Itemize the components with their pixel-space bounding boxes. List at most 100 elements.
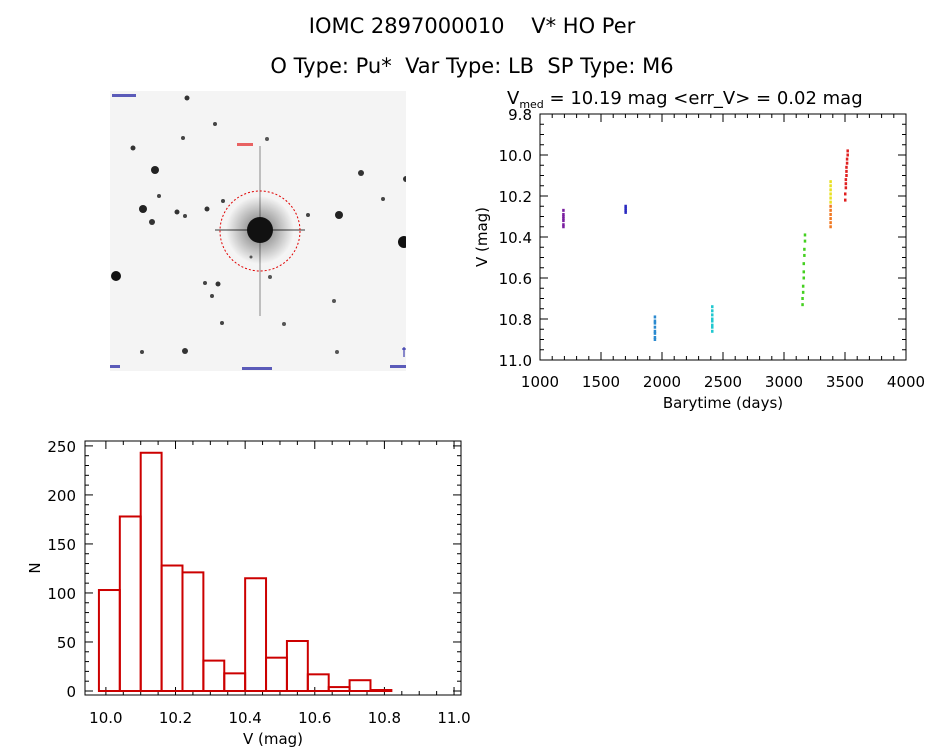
lc-data-point <box>845 161 849 165</box>
target-star <box>247 217 273 243</box>
lc-data-point <box>846 149 849 153</box>
hist-bar <box>118 515 142 692</box>
lc-data-point <box>845 174 848 177</box>
lc-data-point <box>802 262 806 266</box>
lc-data-point <box>829 217 832 221</box>
lc-y-tick-label: 10.6 <box>499 270 532 288</box>
chart-title-line1: IOMC 2897000010 V* HO Per <box>308 14 636 38</box>
hist-bar <box>369 689 393 693</box>
lc-data-point <box>803 233 807 237</box>
hist-bar <box>181 571 205 693</box>
lc-data-point <box>624 204 627 208</box>
target-circle <box>219 190 301 272</box>
lc-data-point <box>653 325 657 329</box>
hist-bar <box>285 640 309 692</box>
lc-data-point <box>801 284 805 288</box>
hist-y-tick-label: 200 <box>47 487 76 505</box>
hist-y-tick-label: 0 <box>66 683 76 701</box>
hist-x-tick-label: 10.2 <box>159 709 192 727</box>
lc-data-point <box>829 200 832 204</box>
lc-data-point <box>844 182 848 186</box>
hist-x-tick-label: 10.0 <box>89 709 122 727</box>
lc-x-tick-label: 2500 <box>704 373 742 391</box>
lc-y-axis-label: V (mag) <box>473 207 491 267</box>
hist-x-axis-label: V (mag) <box>243 730 303 747</box>
hist-x-tick-label: 10.8 <box>368 709 401 727</box>
hist-bar <box>139 451 163 692</box>
lc-data-point <box>562 225 565 229</box>
lc-data-point <box>711 309 714 313</box>
lc-data-point <box>624 206 627 210</box>
lc-x-tick-label: 3500 <box>826 373 864 391</box>
hist-y-tick-label: 100 <box>47 585 76 603</box>
finder-chart-stars <box>110 91 406 371</box>
hist-y-tick-label: 150 <box>47 536 76 554</box>
lc-data-point <box>562 223 565 227</box>
lc-data-point <box>562 212 565 216</box>
lc-data-point <box>829 221 832 225</box>
hist-x-tick-label: 10.4 <box>228 709 261 727</box>
lc-data-point <box>846 153 849 157</box>
lc-data-point <box>653 321 657 325</box>
hist-y-axis-label: N <box>26 562 44 573</box>
lc-data-point <box>802 270 806 274</box>
finder-chart-image <box>110 91 406 371</box>
hist-bar <box>244 577 268 692</box>
lc-data-point <box>845 157 849 161</box>
lc-data-point <box>624 208 627 212</box>
lc-data-point <box>829 192 832 196</box>
lc-data-point <box>802 276 806 280</box>
lc-data-point <box>829 212 832 216</box>
lc-data-point <box>562 219 565 223</box>
lc-x-axis-label: Barytime (days) <box>663 394 783 412</box>
hist-y-tick-label: 250 <box>47 438 76 456</box>
chart-title-line2: O Type: Pu* Var Type: LB SP Type: M6 <box>270 54 674 78</box>
hist-x-tick-label: 11.0 <box>437 709 470 727</box>
lc-data-point <box>803 247 806 251</box>
hist-bar <box>327 686 351 692</box>
lc-data-point <box>829 208 832 212</box>
lc-x-tick-label: 4000 <box>887 373 925 391</box>
lc-data-point <box>624 210 627 214</box>
hist-bar <box>348 679 372 693</box>
hist-bar <box>202 659 226 693</box>
lc-data-point <box>653 319 657 323</box>
light-curve-chart: 1000 1500 2000 2500 3000 3500 4000 9.8 10.0 10.2 1… <box>473 88 925 412</box>
lc-data-point <box>829 188 832 192</box>
lc-data-point <box>844 192 847 196</box>
lc-data-point <box>829 196 832 200</box>
lc-data-point <box>845 169 848 173</box>
hist-y-tick-label: 50 <box>57 634 76 652</box>
lc-x-tick-label: 1000 <box>521 373 559 391</box>
lc-data-point <box>653 329 657 333</box>
lc-y-tick-label: 11.0 <box>499 352 532 370</box>
lc-y-tick-label: 10.8 <box>499 311 532 329</box>
lc-data-point <box>801 297 804 300</box>
lc-data-point <box>844 186 848 190</box>
lc-data-point <box>711 323 714 327</box>
hist-bar <box>97 589 121 692</box>
lc-data-point <box>844 198 847 202</box>
lc-data-point <box>562 215 565 218</box>
lc-data-point <box>653 338 657 341</box>
lc-y-tick-label: 9.8 <box>508 106 532 124</box>
lc-data-point <box>801 303 804 307</box>
lc-data-point <box>653 335 657 339</box>
lc-data-point <box>711 319 714 323</box>
hist-axes-frame <box>84 440 462 696</box>
lc-data-point <box>829 184 832 188</box>
lc-data-point <box>711 313 714 317</box>
lc-y-tick-label: 10.0 <box>499 147 532 165</box>
lc-data-point <box>653 331 657 335</box>
lc-data-point <box>845 165 848 169</box>
lc-data-point <box>801 290 805 294</box>
lc-x-tick-label: 3000 <box>765 373 803 391</box>
lc-title: Vmed = 10.19 mag <err_V> = 0.02 mag <box>507 88 863 111</box>
lc-y-tick-label: 10.2 <box>499 188 532 206</box>
lc-data-point <box>803 253 806 257</box>
lc-data-point <box>562 217 565 221</box>
hist-x-tick-label: 10.6 <box>298 709 331 727</box>
hist-bar <box>306 673 330 692</box>
lc-data-point <box>803 239 807 243</box>
